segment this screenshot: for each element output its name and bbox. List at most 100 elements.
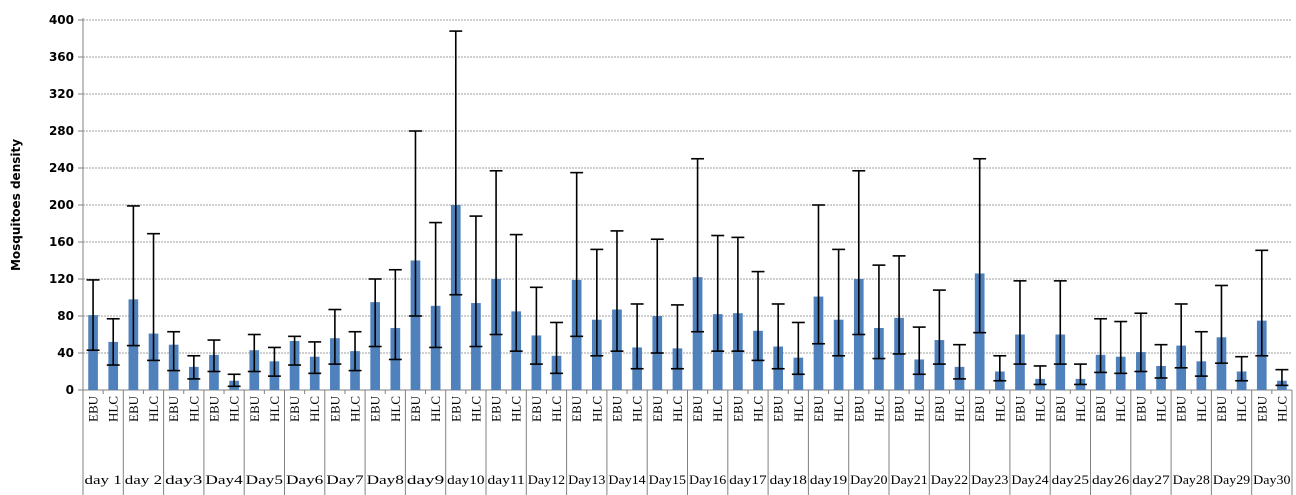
category-label: EBU: [408, 395, 423, 422]
day-label: day 1: [85, 472, 122, 487]
day-label: Day7: [326, 472, 364, 487]
y-tick-label: 400: [49, 13, 74, 27]
category-label: EBU: [972, 395, 987, 422]
bar: [148, 333, 159, 390]
category-label: HLC: [146, 396, 161, 422]
y-tick-label: 80: [57, 309, 74, 323]
category-label: HLC: [751, 396, 766, 422]
day-label: Day23: [971, 472, 1008, 487]
category-label: EBU: [811, 395, 826, 422]
day-label: day18: [770, 472, 807, 487]
category-label: EBU: [771, 395, 786, 422]
bars: [88, 205, 1287, 390]
day-label: day10: [447, 472, 484, 487]
category-label: EBU: [851, 395, 866, 422]
day-label: Day24: [1011, 472, 1049, 487]
day-label: Day5: [246, 472, 283, 487]
category-label: EBU: [1174, 395, 1189, 422]
category-label: EBU: [287, 395, 302, 422]
category-label: EBU: [1093, 395, 1108, 422]
day-label: day27: [1132, 472, 1170, 487]
day-label: Day20: [850, 472, 887, 487]
category-label: EBU: [166, 395, 181, 422]
category-labels: EBU HLC EBU HLC EBU HLC EBU HLC EBU HLC EBU HLC EBU H…: [86, 395, 1290, 422]
category-label: EBU: [126, 395, 141, 422]
category-label: HLC: [630, 396, 645, 422]
day-label: Day29: [1213, 472, 1250, 487]
day-label: Day8: [367, 472, 404, 487]
y-axis-label: Mosquitoes density: [9, 139, 23, 271]
error-bars: [86, 30, 1289, 388]
day-label: Day14: [608, 472, 646, 487]
day-label: Day12: [528, 472, 565, 487]
day-label: Day28: [1173, 472, 1210, 487]
category-label: HLC: [186, 396, 201, 422]
day-label: day 2: [125, 472, 162, 487]
day-label: Day16: [689, 472, 727, 487]
category-label: EBU: [529, 395, 544, 422]
y-tick-label: 0: [66, 383, 74, 397]
category-label: HLC: [509, 396, 524, 422]
bar: [88, 315, 98, 390]
category-label: EBU: [327, 395, 342, 422]
category-label: HLC: [589, 396, 604, 422]
day-label: Day21: [891, 472, 928, 487]
y-tick-label: 120: [49, 272, 74, 286]
y-tick-label: 280: [49, 124, 74, 138]
category-label: HLC: [952, 396, 967, 422]
category-label: HLC: [227, 396, 242, 422]
category-label: HLC: [1274, 396, 1289, 422]
category-label: HLC: [992, 396, 1007, 422]
category-label: EBU: [932, 395, 947, 422]
category-label: HLC: [468, 396, 483, 422]
y-tick-label: 240: [49, 161, 74, 175]
category-label: HLC: [549, 396, 564, 422]
category-label: HLC: [348, 396, 363, 422]
day-label: Day15: [649, 472, 686, 487]
axes: [82, 18, 1293, 495]
bar: [450, 205, 461, 390]
day-label: Day4: [205, 472, 243, 487]
bar: [108, 341, 119, 390]
y-tick-labels: 0 40 80 120 160 200 240 280 320 360 400: [49, 13, 74, 397]
category-label: EBU: [206, 395, 221, 422]
y-tick-label: 40: [57, 346, 74, 360]
category-label: HLC: [831, 396, 846, 422]
category-label: HLC: [670, 396, 685, 422]
bar: [712, 314, 723, 390]
category-label: HLC: [1194, 396, 1209, 422]
bar: [934, 340, 945, 390]
day-label: day3: [165, 472, 202, 487]
category-label: EBU: [609, 395, 624, 422]
bar: [410, 260, 421, 390]
category-label: EBU: [1254, 395, 1269, 422]
category-label: EBU: [1133, 395, 1148, 422]
day-label: day26: [1092, 472, 1130, 487]
category-label: EBU: [86, 395, 101, 422]
category-label: HLC: [710, 396, 725, 422]
category-label: HLC: [791, 396, 806, 422]
category-label: HLC: [267, 396, 282, 422]
category-label: EBU: [489, 395, 504, 422]
category-label: HLC: [428, 396, 443, 422]
category-label: EBU: [448, 395, 463, 422]
category-label: EBU: [1053, 395, 1068, 422]
category-label: EBU: [247, 395, 262, 422]
day-label: day11: [488, 472, 525, 487]
category-label: EBU: [1012, 395, 1027, 422]
category-label: HLC: [106, 396, 121, 422]
category-label: HLC: [871, 396, 886, 422]
category-label: HLC: [307, 396, 322, 422]
category-label: HLC: [912, 396, 927, 422]
day-label: day19: [810, 472, 847, 487]
y-tick-label: 160: [49, 235, 74, 249]
y-tick-label: 360: [49, 50, 74, 64]
category-label: EBU: [650, 395, 665, 422]
category-label: EBU: [730, 395, 745, 422]
day-label: day25: [1052, 472, 1089, 487]
day-label: day9: [407, 472, 444, 487]
category-label: EBU: [569, 395, 584, 422]
bar: [692, 277, 703, 390]
day-label: Day6: [286, 472, 324, 487]
